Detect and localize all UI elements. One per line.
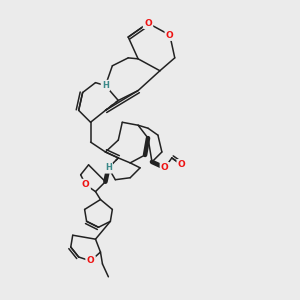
Text: O: O [144,19,152,28]
Text: H: H [105,163,112,172]
Text: O: O [166,31,174,40]
Text: O: O [178,160,186,169]
Text: O: O [161,163,169,172]
Text: O: O [82,180,89,189]
Text: H: H [102,81,109,90]
Text: O: O [87,256,94,266]
